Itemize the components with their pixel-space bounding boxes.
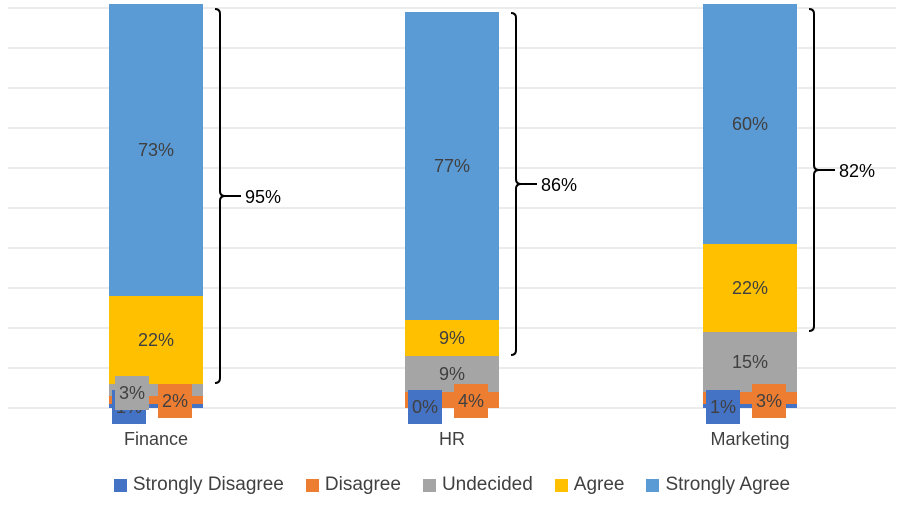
data-label-box [706, 390, 740, 424]
data-label: 1% [710, 397, 736, 417]
legend-item: Undecided [422, 474, 533, 496]
data-label: 15% [732, 352, 768, 372]
bar-segment [109, 4, 203, 296]
legend-item: Agree [554, 474, 625, 496]
data-label: 4% [458, 391, 484, 411]
bar-segment [109, 396, 203, 404]
data-label-box [408, 390, 442, 424]
data-label-box [752, 384, 786, 418]
bracket-label: 86% [541, 175, 577, 195]
data-label: 22% [732, 278, 768, 298]
data-label: 77% [434, 156, 470, 176]
x-tick-label: Marketing [710, 429, 789, 449]
data-label: 9% [439, 328, 465, 348]
agree-bracket [808, 8, 820, 332]
data-label: 2% [162, 391, 188, 411]
bar-segment [703, 332, 797, 392]
data-label: 3% [756, 391, 782, 411]
x-tick-label: HR [439, 429, 465, 449]
data-label-box [158, 384, 192, 418]
legend-item: Disagree [305, 474, 401, 496]
bar-segment [703, 404, 797, 408]
data-label: 0% [412, 397, 438, 417]
data-label-box [115, 376, 149, 410]
chart-svg: 1%2%3%22%73%0%4%9%9%77%1%3%15%22%60%95%8… [8, 4, 896, 449]
data-label: 60% [732, 114, 768, 134]
legend-label: Strongly Agree [665, 474, 791, 495]
bar-segment [703, 244, 797, 332]
legend-swatch [422, 478, 436, 492]
legend-swatch [113, 478, 127, 492]
legend-item: Strongly Agree [646, 474, 790, 496]
agree-bracket [214, 8, 226, 384]
x-tick-label: Finance [124, 429, 188, 449]
legend-items: Strongly Disagree Disagree Undecided Agree S… [0, 474, 904, 496]
legend-label: Disagree [324, 474, 401, 495]
legend-item: Strongly Disagree [113, 474, 284, 496]
legend-label: Undecided [441, 474, 533, 495]
legend-swatch [305, 478, 319, 492]
data-label: 22% [138, 330, 174, 350]
bracket-label: 95% [245, 187, 281, 207]
legend-label: Agree [573, 474, 625, 495]
bar-segment [109, 296, 203, 384]
bar-segment [405, 12, 499, 320]
bar-segment [405, 320, 499, 356]
legend: Strongly Disagree Disagree Undecided Agree S… [0, 474, 904, 500]
legend-swatch [646, 478, 660, 492]
data-label: 73% [138, 140, 174, 160]
data-label-box [454, 384, 488, 418]
bar-segment [703, 4, 797, 244]
legend-label: Strongly Disagree [132, 474, 284, 495]
legend-swatch [554, 478, 568, 492]
agree-bracket [510, 12, 522, 356]
data-label: 3% [119, 383, 145, 403]
data-label: 9% [439, 364, 465, 384]
bar-segment [109, 404, 203, 408]
bracket-label: 82% [839, 161, 875, 181]
